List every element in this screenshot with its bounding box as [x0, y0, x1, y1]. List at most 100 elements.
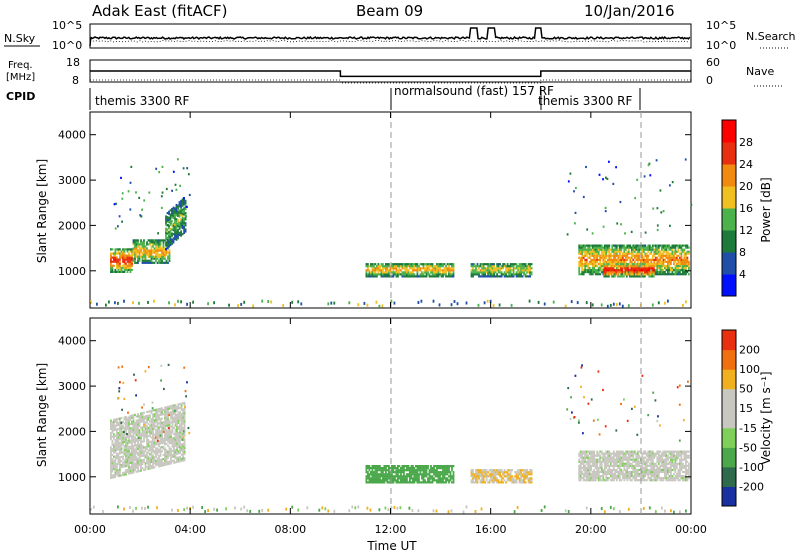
- heatmap-cell: [171, 431, 174, 434]
- heatmap-cell: [529, 469, 531, 472]
- heatmap-cell: [129, 445, 132, 448]
- heatmap-cell: [482, 275, 485, 278]
- heatmap-cell: [609, 260, 612, 263]
- heatmap-cell: [654, 271, 657, 274]
- heatmap-cell: [149, 253, 151, 256]
- heatmap-cell: [677, 262, 680, 266]
- heatmap-cell: [518, 265, 521, 268]
- heatmap-cell: [591, 303, 594, 307]
- heatmap-cell: [170, 452, 172, 455]
- heatmap-cell: [629, 244, 632, 247]
- heatmap-cell: [110, 450, 112, 453]
- heatmap-cell: [134, 452, 136, 455]
- heatmap-cell: [165, 187, 168, 191]
- heatmap-cell: [113, 443, 115, 446]
- heatmap-cell: [170, 439, 172, 442]
- heatmap-cell: [431, 477, 434, 480]
- heatmap-cell: [650, 250, 653, 253]
- heatmap-cell: [128, 433, 130, 436]
- heatmap-cell: [604, 275, 607, 278]
- heatmap-cell: [165, 414, 168, 417]
- heatmap-cell: [605, 254, 608, 257]
- heatmap-cell: [523, 471, 525, 474]
- heatmap-cell: [187, 173, 190, 176]
- heatmap-cell: [137, 241, 139, 244]
- heatmap-cell: [654, 248, 657, 251]
- heatmap-cell: [111, 423, 114, 426]
- heatmap-cell: [113, 449, 115, 452]
- heatmap-cell: [404, 269, 407, 272]
- heatmap-cell: [182, 410, 184, 413]
- heatmap-cell: [168, 239, 170, 242]
- heatmap-cell: [407, 265, 410, 268]
- heatmap-cell: [161, 433, 163, 436]
- heatmap-cell: [613, 271, 616, 274]
- heatmap-cell: [173, 408, 175, 411]
- heatmap-cell: [624, 265, 627, 268]
- y-tick-label: 4000: [58, 129, 86, 142]
- heatmap-cell: [491, 267, 494, 270]
- heatmap-cell: [153, 427, 156, 430]
- heatmap-cell: [141, 416, 144, 419]
- heatmap-cell: [679, 269, 681, 272]
- heatmap-cell: [613, 269, 616, 272]
- heatmap-cell: [576, 301, 579, 305]
- heatmap-cell: [153, 255, 156, 258]
- heatmap-cell: [146, 247, 148, 250]
- heatmap-cell: [138, 463, 141, 466]
- heatmap-cell: [613, 265, 616, 268]
- heatmap-cell: [180, 212, 182, 215]
- heatmap-cell: [149, 434, 151, 437]
- heatmap-cell: [137, 466, 139, 469]
- heatmap-cell: [427, 273, 429, 276]
- heatmap-cell: [400, 265, 402, 268]
- heatmap-cell: [569, 172, 572, 175]
- heatmap-cell: [117, 268, 120, 271]
- heatmap-cell: [608, 252, 611, 255]
- heatmap-cell: [171, 441, 174, 444]
- heatmap-cell: [503, 469, 506, 472]
- heatmap-cell: [647, 458, 650, 461]
- heatmap-cell: [668, 246, 671, 249]
- heatmap-cell: [386, 263, 389, 266]
- heatmap-cell: [418, 467, 420, 470]
- heatmap-cell: [593, 266, 596, 270]
- heatmap-cell: [452, 465, 455, 468]
- heatmap-cell: [388, 273, 390, 276]
- heatmap-cell: [131, 469, 133, 472]
- heatmap-cell: [114, 447, 117, 450]
- heatmap-cell: [119, 264, 121, 267]
- heatmap-cell: [168, 255, 171, 258]
- heatmap-cell: [509, 265, 512, 268]
- heatmap-cell: [138, 249, 141, 252]
- heatmap-cell: [579, 460, 582, 463]
- heatmap-cell: [389, 267, 392, 270]
- heatmap-cell: [376, 469, 378, 472]
- heatmap-cell: [183, 416, 186, 419]
- heatmap-cell: [443, 477, 446, 480]
- heatmap-cell: [680, 252, 683, 255]
- heatmap-cell: [161, 249, 163, 252]
- heatmap-cell: [161, 458, 163, 461]
- heatmap-cell: [110, 466, 112, 469]
- heatmap-cell: [632, 450, 635, 453]
- heatmap-cell: [119, 423, 121, 426]
- heatmap-cell: [473, 477, 476, 480]
- heatmap-cell: [161, 464, 163, 467]
- heatmap-cell: [442, 475, 444, 478]
- heatmap-cell: [497, 275, 500, 278]
- heatmap-cell: [470, 275, 473, 278]
- heatmap-cell: [180, 445, 183, 448]
- heatmap-cell: [593, 269, 596, 272]
- heatmap-cell: [168, 210, 170, 213]
- heatmap-cell: [371, 263, 374, 266]
- heatmap-cell: [173, 449, 175, 452]
- heatmap-cell: [155, 463, 157, 467]
- heatmap-cell: [612, 250, 615, 253]
- heatmap-cell: [479, 275, 482, 278]
- heatmap-cell: [588, 477, 591, 480]
- heatmap-cell: [645, 258, 648, 261]
- heatmap-cell: [119, 248, 121, 251]
- heatmap-cell: [150, 430, 153, 433]
